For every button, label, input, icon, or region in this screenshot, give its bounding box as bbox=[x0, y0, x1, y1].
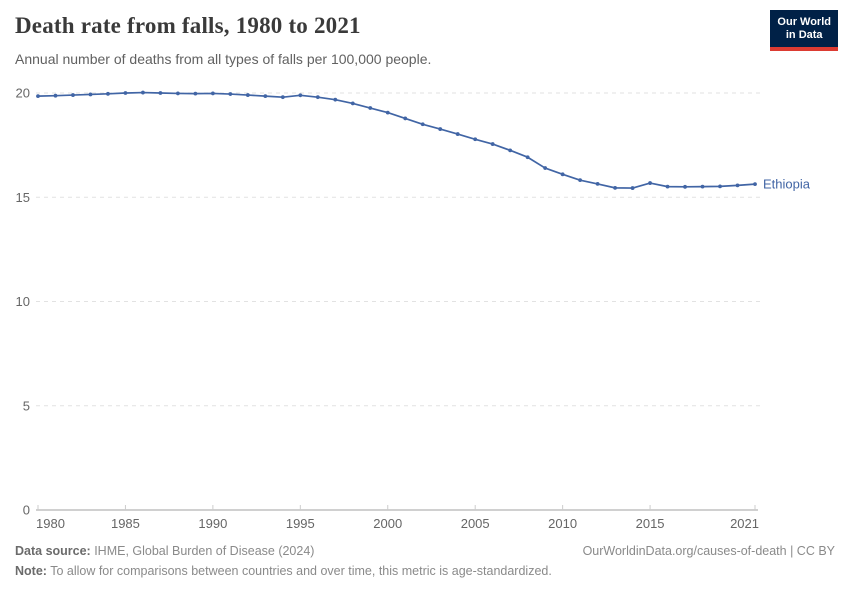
data-point[interactable] bbox=[403, 116, 408, 121]
data-point[interactable] bbox=[420, 122, 425, 127]
note-label: Note: bbox=[15, 564, 47, 578]
data-point[interactable] bbox=[525, 155, 530, 160]
data-point[interactable] bbox=[718, 184, 722, 189]
owid-logo[interactable]: Our World in Data bbox=[770, 10, 838, 51]
data-point[interactable] bbox=[88, 92, 93, 97]
data-point[interactable] bbox=[648, 181, 652, 185]
owid-logo-line2: in Data bbox=[785, 29, 823, 41]
owid-logo-line1: Our World bbox=[777, 16, 831, 28]
data-point[interactable] bbox=[700, 184, 705, 189]
data-point[interactable] bbox=[543, 166, 548, 170]
data-point[interactable] bbox=[123, 91, 128, 95]
note-line: Note: To allow for comparisons between c… bbox=[15, 564, 552, 578]
y-tick-label: 5 bbox=[23, 398, 30, 413]
x-tick-label: 2000 bbox=[373, 516, 402, 531]
x-tick-label: 1995 bbox=[286, 516, 315, 531]
line-chart-canvas[interactable]: 0 5 10 15 20 1980 1985 1990 1995 2000 2005 2010 2015… bbox=[0, 80, 850, 535]
data-point[interactable] bbox=[210, 91, 215, 96]
data-point[interactable] bbox=[578, 178, 583, 183]
page-title: Death rate from falls, 1980 to 2021 bbox=[15, 13, 361, 38]
data-point[interactable] bbox=[753, 182, 757, 187]
data-point[interactable] bbox=[280, 95, 285, 100]
y-tick-label: 15 bbox=[16, 190, 30, 205]
data-point[interactable] bbox=[385, 110, 390, 115]
data-point[interactable] bbox=[71, 93, 75, 97]
owid-citation-link[interactable]: OurWorldinData.org/causes-of-death | CC … bbox=[582, 544, 835, 558]
data-point[interactable] bbox=[176, 91, 180, 96]
x-tick-label: 2010 bbox=[548, 516, 577, 531]
data-point[interactable] bbox=[595, 182, 600, 186]
x-tick-label: 2021 bbox=[730, 516, 759, 531]
chart-subtitle: Annual number of deaths from all types o… bbox=[15, 51, 432, 67]
data-point[interactable] bbox=[53, 93, 58, 98]
y-tick-label: 0 bbox=[23, 503, 30, 518]
data-point[interactable] bbox=[455, 132, 460, 136]
data-source-line: Data source: IHME, Global Burden of Dise… bbox=[15, 541, 314, 561]
y-tick-label: 10 bbox=[16, 294, 30, 309]
data-point[interactable] bbox=[683, 184, 687, 189]
data-point[interactable] bbox=[630, 186, 635, 190]
note-text: To allow for comparisons between countri… bbox=[46, 564, 552, 578]
data-point[interactable] bbox=[158, 91, 163, 95]
data-point[interactable] bbox=[193, 91, 198, 96]
data-point[interactable] bbox=[263, 94, 268, 99]
data-point[interactable] bbox=[141, 90, 145, 95]
series-end-label[interactable]: Ethiopia bbox=[763, 177, 811, 192]
chart-footer: Data source: IHME, Global Burden of Dise… bbox=[15, 541, 835, 581]
data-point[interactable] bbox=[228, 92, 233, 96]
data-point[interactable] bbox=[106, 91, 110, 96]
data-source-label: Data source: bbox=[15, 544, 91, 558]
x-tick-label: 2005 bbox=[461, 516, 490, 531]
y-tick-label: 20 bbox=[16, 86, 30, 101]
data-point[interactable] bbox=[613, 185, 617, 190]
data-point[interactable] bbox=[36, 94, 40, 99]
data-point[interactable] bbox=[368, 106, 373, 110]
data-point[interactable] bbox=[438, 127, 443, 131]
data-point[interactable] bbox=[298, 93, 303, 98]
x-tick-label: 1980 bbox=[36, 516, 65, 531]
data-point[interactable] bbox=[245, 93, 250, 97]
x-tick-label: 1985 bbox=[111, 516, 140, 531]
data-point[interactable] bbox=[665, 184, 670, 189]
data-point[interactable] bbox=[315, 95, 320, 100]
x-tick-label: 1990 bbox=[198, 516, 227, 531]
data-point[interactable] bbox=[350, 101, 355, 106]
series-line bbox=[37, 91, 756, 189]
data-point[interactable] bbox=[508, 148, 513, 153]
data-point[interactable] bbox=[560, 172, 565, 177]
data-point[interactable] bbox=[490, 142, 495, 146]
data-point[interactable] bbox=[473, 137, 478, 142]
x-tick-label: 2015 bbox=[636, 516, 665, 531]
data-point[interactable] bbox=[735, 183, 740, 188]
data-point[interactable] bbox=[333, 97, 338, 102]
data-source-text: IHME, Global Burden of Disease (2024) bbox=[90, 544, 315, 558]
